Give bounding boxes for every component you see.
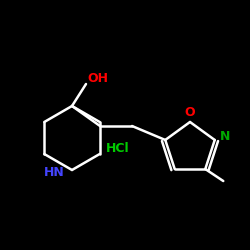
Text: HN: HN: [44, 166, 64, 178]
Text: N: N: [220, 130, 230, 143]
Text: OH: OH: [88, 72, 108, 86]
Text: O: O: [185, 106, 195, 118]
Text: HCl: HCl: [106, 142, 130, 154]
